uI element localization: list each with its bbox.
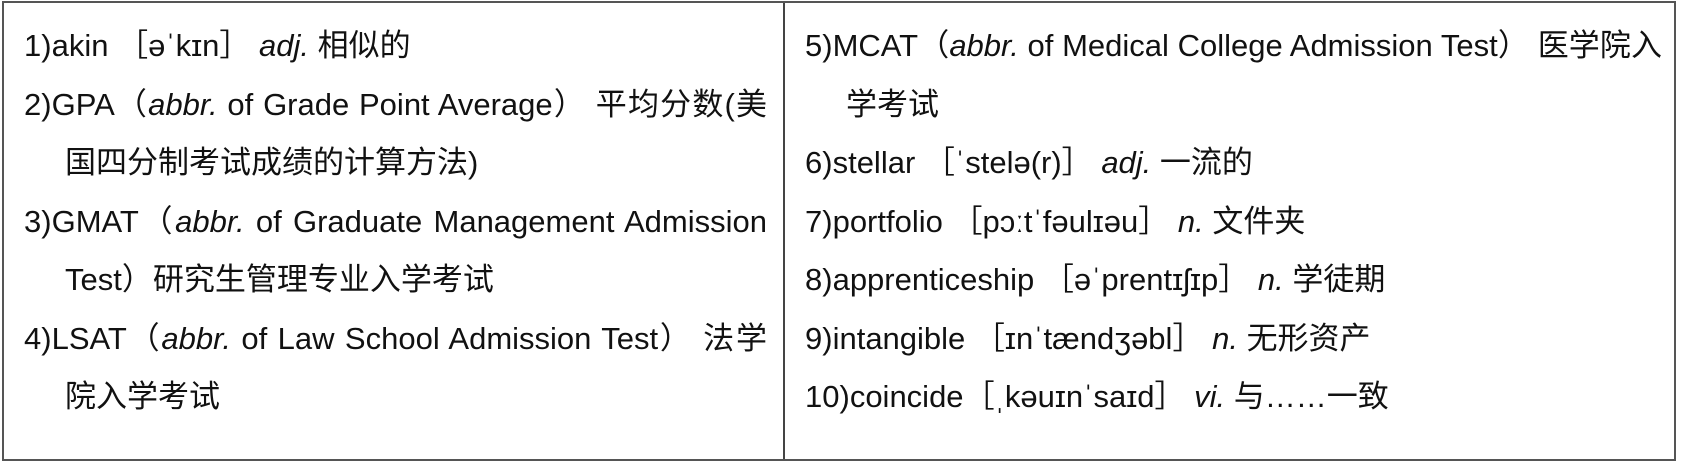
pronunciation: ［ˈstelə(r)］ (923, 145, 1093, 180)
part-of-speech: vi. (1194, 379, 1226, 414)
definition: 研究生管理专业入学考试 (152, 262, 494, 297)
definition: 与……一致 (1233, 379, 1389, 414)
term: akin (51, 28, 109, 63)
term: MCAT（ (832, 28, 950, 63)
item-number: 10) (805, 379, 850, 414)
pronunciation: ［pɔːtˈfəulɪəu］ (951, 203, 1170, 239)
item-number: 4) (24, 320, 52, 356)
vocab-item: 5)MCAT（abbr. of Medical College Admissio… (805, 17, 1662, 134)
term: GPA（ (51, 86, 149, 122)
definition: 学徒期 (1292, 262, 1386, 297)
expansion: of Graduate Management Admission Test） (65, 203, 767, 298)
item-number: 3) (24, 203, 52, 239)
item-number: 7) (805, 203, 833, 239)
term: LSAT（ (51, 320, 162, 356)
vocab-item: 7)portfolio ［pɔːtˈfəulɪəu］ n. 文件夹 (805, 193, 1662, 252)
part-of-speech: n. (1212, 320, 1238, 356)
vocab-item: 4)LSAT（abbr. of Law School Admission Tes… (24, 310, 767, 427)
definition: 无形资产 (1246, 320, 1371, 356)
right-column: 5)MCAT（abbr. of Medical College Admissio… (785, 3, 1674, 459)
term: stellar (832, 145, 916, 180)
expansion: of Medical College Admission Test） (1027, 28, 1529, 63)
part-of-speech: n. (1177, 203, 1204, 239)
pronunciation: ［əˈkɪn］ (117, 28, 251, 63)
definition: 法学院入学考试 (65, 320, 767, 415)
vocab-item: 8)apprenticeship ［əˈprentɪʃɪp］ n. 学徒期 (805, 251, 1662, 310)
pronunciation: ［əˈprentɪʃɪp］ (1042, 262, 1250, 297)
item-number: 8) (805, 262, 833, 297)
pronunciation: ［ɪnˈtændʒəbl］ (973, 320, 1204, 356)
term: coincide (849, 379, 964, 414)
vocab-item: 2)GPA（abbr. of Grade Point Average） 平均分数… (24, 76, 767, 193)
item-number: 2) (24, 86, 52, 122)
vocab-item: 1)akin ［əˈkɪn］ adj. 相似的 (24, 17, 767, 76)
item-number: 9) (805, 320, 833, 356)
vocab-item: 9)intangible ［ɪnˈtændʒəbl］ n. 无形资产 (805, 310, 1662, 369)
term: portfolio (832, 203, 943, 239)
item-number: 6) (805, 145, 833, 180)
definition: 文件夹 (1212, 203, 1306, 239)
pronunciation: ［ˌkəuɪnˈsaɪd］ (963, 379, 1186, 414)
abbr-label: abbr. (148, 86, 218, 122)
expansion: of Grade Point Average） (227, 86, 586, 122)
expansion: of Law School Admission Test） (241, 320, 693, 356)
term: intangible (832, 320, 966, 356)
vocab-item: 3)GMAT（abbr. of Graduate Management Admi… (24, 193, 767, 310)
vocab-item: 6)stellar ［ˈstelə(r)］ adj. 一流的 (805, 134, 1662, 193)
definition: 相似的 (317, 28, 411, 63)
vocab-item: 10)coincide［ˌkəuɪnˈsaɪd］ vi. 与……一致 (805, 368, 1662, 427)
left-column: 1)akin ［əˈkɪn］ adj. 相似的 2)GPA（abbr. of G… (4, 3, 785, 459)
term: apprenticeship (832, 262, 1035, 297)
definition: 一流的 (1159, 145, 1253, 180)
definition: 医学院入学考试 (846, 28, 1662, 122)
part-of-speech: adj. (1101, 145, 1152, 180)
abbr-label: abbr. (175, 203, 245, 239)
definition: 平均分数(美国四分制考试成绩的计算方法) (65, 86, 767, 181)
part-of-speech: adj. (259, 28, 310, 63)
abbr-label: abbr. (161, 320, 231, 356)
abbr-label: abbr. (949, 28, 1019, 63)
item-number: 1) (24, 28, 52, 63)
item-number: 5) (805, 28, 833, 63)
part-of-speech: n. (1257, 262, 1284, 297)
term: GMAT（ (51, 203, 176, 239)
